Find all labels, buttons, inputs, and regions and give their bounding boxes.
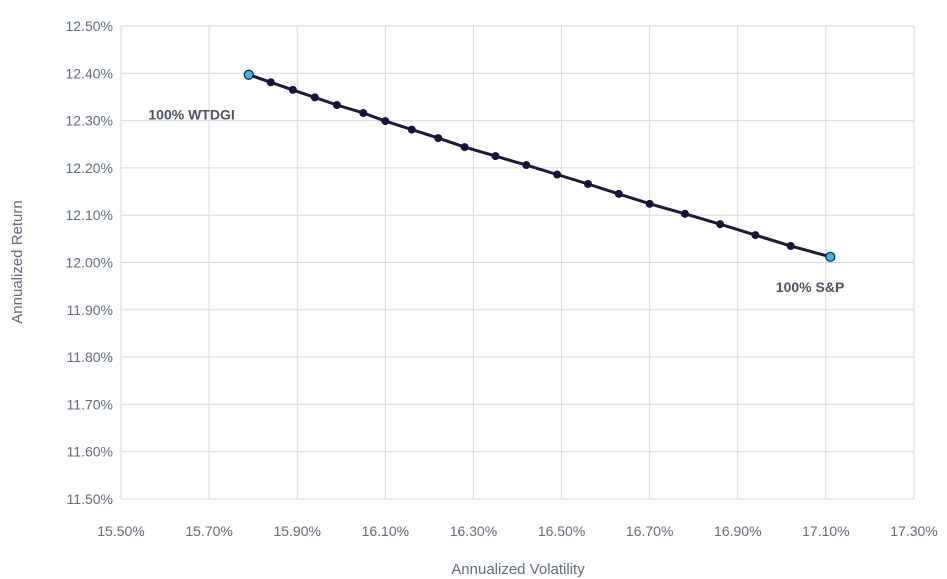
y-tick-label: 11.70%	[67, 396, 113, 412]
data-point	[583, 179, 592, 188]
data-point	[645, 199, 654, 208]
y-tick-label: 11.50%	[67, 491, 113, 507]
endpoint-marker	[243, 69, 254, 80]
data-point	[359, 109, 368, 118]
data-point	[680, 209, 689, 218]
y-axis-tick-labels: 12.50% 12.40% 12.30% 12.20% 12.10% 12.00% 11.9…	[66, 18, 113, 507]
x-tick-label: 17.30%	[890, 523, 937, 539]
data-point	[786, 241, 795, 250]
x-axis-tick-labels: 15.50% 15.70% 15.90% 16.10% 16.30% 16.50% 16.7…	[97, 523, 937, 539]
endpoint-marker	[825, 251, 836, 262]
x-tick-label: 15.50%	[97, 523, 144, 539]
y-tick-label: 11.90%	[67, 302, 113, 318]
y-tick-label: 11.60%	[67, 444, 113, 460]
data-point	[310, 93, 319, 102]
data-point	[614, 189, 623, 198]
x-tick-label: 16.70%	[626, 523, 673, 539]
x-tick-label: 16.30%	[450, 523, 497, 539]
data-point	[553, 170, 562, 179]
data-point	[332, 100, 341, 109]
x-tick-label: 16.50%	[538, 523, 585, 539]
y-tick-label: 11.80%	[67, 349, 113, 365]
data-point	[751, 231, 760, 240]
data-point	[716, 220, 725, 229]
y-tick-label: 12.10%	[66, 207, 113, 223]
y-tick-label: 12.50%	[66, 18, 113, 34]
x-tick-label: 15.70%	[185, 523, 232, 539]
y-axis-title: Annualized Return	[9, 200, 26, 323]
data-point	[491, 152, 500, 161]
data-point	[434, 134, 443, 143]
gridlines	[120, 25, 915, 500]
x-tick-label: 17.10%	[802, 523, 849, 539]
data-point	[460, 143, 469, 152]
data-point	[407, 125, 416, 134]
x-tick-label: 16.90%	[714, 523, 761, 539]
y-tick-label: 12.40%	[66, 65, 113, 81]
annotation-label: 100% WTDGI	[148, 107, 234, 123]
data-point	[288, 85, 297, 94]
y-tick-label: 12.30%	[66, 113, 113, 129]
data-point	[522, 161, 531, 170]
data-point	[266, 78, 275, 87]
x-tick-label: 15.90%	[273, 523, 320, 539]
y-tick-label: 12.20%	[66, 160, 113, 176]
annotations: 100% WTDGI 100% S&P	[148, 107, 844, 295]
annotation-label: 100% S&P	[776, 279, 844, 295]
data-points	[243, 69, 836, 262]
y-tick-label: 12.00%	[66, 255, 113, 271]
x-axis-title: Annualized Volatility	[451, 561, 585, 578]
x-tick-label: 16.10%	[362, 523, 409, 539]
data-point	[381, 117, 390, 126]
